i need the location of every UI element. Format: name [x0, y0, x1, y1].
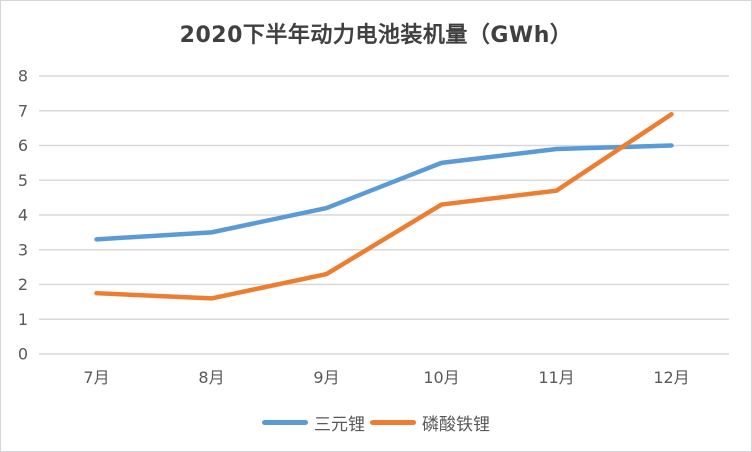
series-line-0 — [94, 143, 674, 242]
series-1-swatch-icon — [370, 420, 416, 425]
chart-title: 2020下半年动力电池装机量（GWh） — [179, 23, 573, 48]
series-line-1 — [94, 111, 674, 301]
y-axis-tick-label: 2 — [18, 275, 28, 294]
x-axis-tick-label: 9月 — [313, 368, 339, 387]
y-axis-tick-label: 5 — [18, 171, 28, 190]
legend-item-sanyuanli: 三元锂 — [262, 410, 365, 435]
x-axis-tick-label: 10月 — [423, 368, 459, 387]
y-axis-tick-label: 3 — [18, 240, 28, 259]
y-axis-tick-label: 1 — [18, 310, 28, 329]
y-axis-tick-label: 4 — [18, 206, 28, 225]
legend-label-series-1: 磷酸铁锂 — [422, 415, 490, 435]
legend-item-linsuantieli: 磷酸铁锂 — [370, 410, 490, 435]
x-axis-tick-label: 8月 — [198, 368, 224, 387]
series-0-swatch-icon — [262, 420, 308, 425]
x-axis-tick-label: 12月 — [653, 368, 689, 387]
y-axis-tick-label: 8 — [18, 67, 28, 86]
x-axis-tick-label: 11月 — [538, 368, 574, 387]
legend: 三元锂 磷酸铁锂 — [1, 410, 751, 435]
y-axis-tick-label: 6 — [18, 136, 28, 155]
y-axis-tick-label: 0 — [18, 345, 28, 364]
legend-label-series-0: 三元锂 — [314, 415, 365, 435]
x-axis-tick-label: 7月 — [83, 368, 109, 387]
y-axis-tick-label: 7 — [18, 101, 28, 120]
